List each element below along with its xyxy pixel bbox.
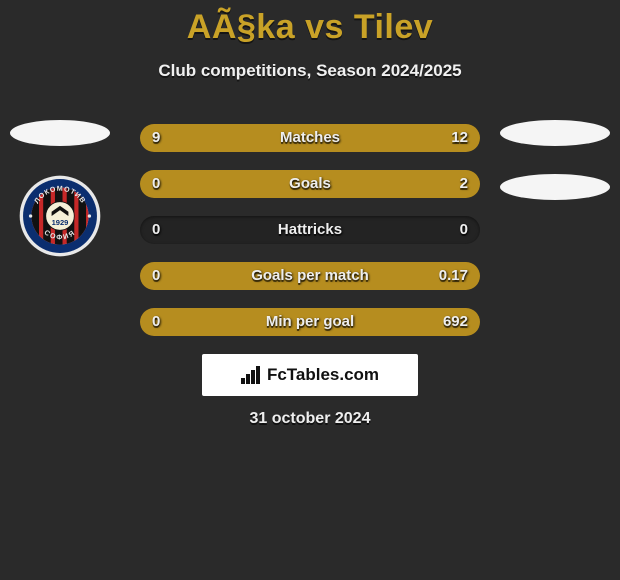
stat-label: Matches	[140, 124, 480, 152]
club-badge-left: ЛОКОМОТИВ СОФИЯ 1929	[18, 174, 102, 258]
subtitle: Club competitions, Season 2024/2025	[0, 61, 620, 81]
date-text: 31 october 2024	[0, 410, 620, 428]
stat-label: Goals per match	[140, 262, 480, 290]
stat-row: 0Goals2	[140, 170, 480, 198]
stat-row: 9Matches12	[140, 124, 480, 152]
badge-year: 1929	[52, 218, 69, 227]
brand-logo: FcTables.com	[241, 365, 379, 385]
stat-value-right: 2	[460, 170, 468, 198]
bars-icon	[241, 366, 263, 384]
stat-value-right: 12	[451, 124, 468, 152]
stats-container: 9Matches120Goals20Hattricks00Goals per m…	[140, 124, 480, 354]
player-right-placeholder	[500, 120, 610, 146]
stat-label: Min per goal	[140, 308, 480, 336]
stat-label: Goals	[140, 170, 480, 198]
brand-box: FcTables.com	[202, 354, 418, 396]
player-left-placeholder	[10, 120, 110, 146]
page-title: AÃ§ka vs Tilev	[0, 0, 620, 47]
stat-value-right: 0.17	[439, 262, 468, 290]
stat-label: Hattricks	[140, 216, 480, 244]
stat-value-right: 0	[460, 216, 468, 244]
left-column: ЛОКОМОТИВ СОФИЯ 1929	[10, 120, 110, 263]
brand-text: FcTables.com	[267, 365, 379, 385]
stat-row: 0Hattricks0	[140, 216, 480, 244]
stat-row: 0Min per goal692	[140, 308, 480, 336]
stat-row: 0Goals per match0.17	[140, 262, 480, 290]
club-right-placeholder	[500, 174, 610, 200]
right-column	[500, 120, 610, 228]
stat-value-right: 692	[443, 308, 468, 336]
